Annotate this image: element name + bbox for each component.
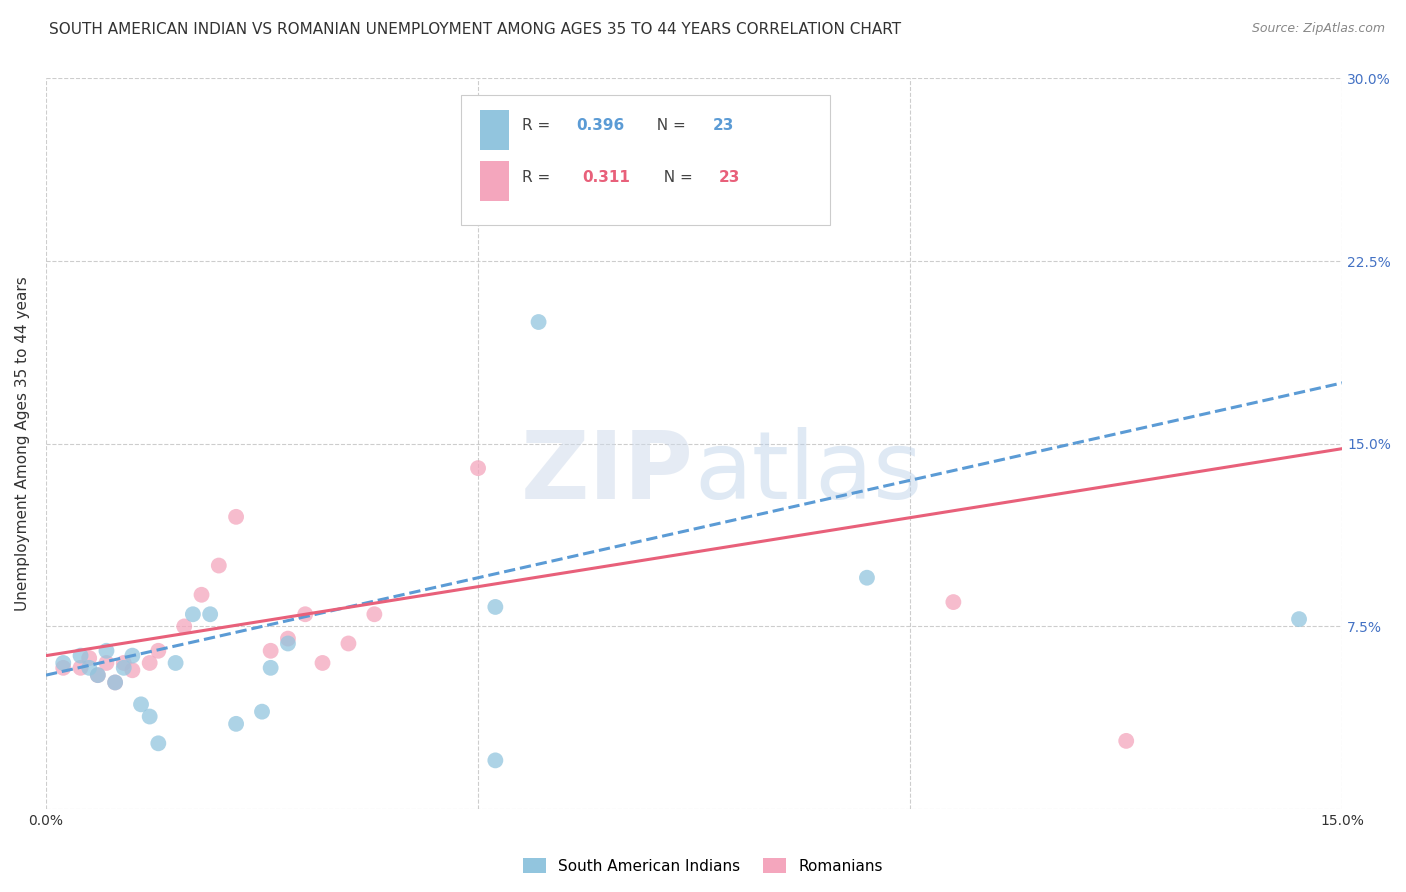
Point xyxy=(294,607,316,622)
Point xyxy=(96,644,118,658)
Point xyxy=(112,656,135,670)
Text: atlas: atlas xyxy=(695,427,922,519)
Point xyxy=(121,663,143,677)
Point xyxy=(165,656,187,670)
Point xyxy=(77,651,100,665)
Point xyxy=(87,668,110,682)
Point xyxy=(484,753,506,767)
Point xyxy=(129,698,152,712)
Point xyxy=(181,607,204,622)
Point xyxy=(121,648,143,663)
Text: N =: N = xyxy=(647,119,692,134)
Point xyxy=(52,656,75,670)
Text: R =: R = xyxy=(522,169,560,185)
Point xyxy=(337,636,360,650)
Point xyxy=(1288,612,1310,626)
Point xyxy=(856,571,879,585)
Point xyxy=(225,716,247,731)
FancyBboxPatch shape xyxy=(481,110,509,150)
Text: Source: ZipAtlas.com: Source: ZipAtlas.com xyxy=(1251,22,1385,36)
Text: 23: 23 xyxy=(713,119,734,134)
Point xyxy=(104,675,127,690)
Point xyxy=(148,644,170,658)
Point xyxy=(52,661,75,675)
Text: 0.396: 0.396 xyxy=(576,119,624,134)
Y-axis label: Unemployment Among Ages 35 to 44 years: Unemployment Among Ages 35 to 44 years xyxy=(15,277,30,611)
Point xyxy=(96,656,118,670)
Point xyxy=(208,558,231,573)
Point xyxy=(138,709,160,723)
Point xyxy=(311,656,333,670)
FancyBboxPatch shape xyxy=(461,95,830,225)
Point xyxy=(363,607,385,622)
Point xyxy=(77,661,100,675)
Text: 23: 23 xyxy=(718,169,740,185)
Point xyxy=(942,595,965,609)
Point xyxy=(148,736,170,750)
Text: 0.311: 0.311 xyxy=(582,169,630,185)
Point xyxy=(173,619,195,633)
Point xyxy=(112,661,135,675)
Point xyxy=(104,675,127,690)
Point xyxy=(250,705,273,719)
Point xyxy=(198,607,221,622)
Point xyxy=(190,588,212,602)
Point xyxy=(1115,734,1137,748)
Point xyxy=(260,644,283,658)
Point xyxy=(225,509,247,524)
Text: R =: R = xyxy=(522,119,555,134)
Point xyxy=(87,668,110,682)
Point xyxy=(277,636,299,650)
Legend: South American Indians, Romanians: South American Indians, Romanians xyxy=(517,852,889,880)
Point xyxy=(69,648,91,663)
FancyBboxPatch shape xyxy=(481,161,509,201)
Text: SOUTH AMERICAN INDIAN VS ROMANIAN UNEMPLOYMENT AMONG AGES 35 TO 44 YEARS CORRELA: SOUTH AMERICAN INDIAN VS ROMANIAN UNEMPL… xyxy=(49,22,901,37)
Point xyxy=(527,315,550,329)
Point xyxy=(260,661,283,675)
Point xyxy=(138,656,160,670)
Point xyxy=(467,461,489,475)
Point xyxy=(484,599,506,614)
Text: N =: N = xyxy=(654,169,697,185)
Point xyxy=(69,661,91,675)
Point xyxy=(277,632,299,646)
Text: ZIP: ZIP xyxy=(522,427,695,519)
